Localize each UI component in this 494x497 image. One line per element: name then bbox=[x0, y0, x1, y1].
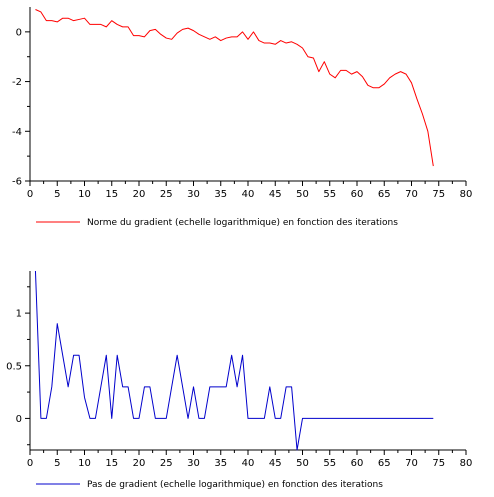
x-tick-label: 50 bbox=[296, 189, 309, 200]
x-tick-label: 10 bbox=[78, 458, 91, 469]
bottom-plot-gradient-step: 0 5 10 15 20 25 30 35 40 45 50 55 60 65 70 75 80 0 0.5 1 Pas… bbox=[6, 270, 473, 490]
x-tick-label: 35 bbox=[214, 189, 227, 200]
x-tick-label: 20 bbox=[133, 189, 146, 200]
x-tick-label: 60 bbox=[351, 189, 364, 200]
y-tick-label: -6 bbox=[12, 177, 22, 188]
x-tick-label: 30 bbox=[187, 458, 200, 469]
top-plot-gradient-norm: 0 5 10 15 20 25 30 35 40 45 50 55 60 65 70 75 80 -6 -4 -2 0 N… bbox=[12, 7, 472, 228]
x-tick-label: 35 bbox=[214, 458, 227, 469]
x-tick-label: 75 bbox=[432, 189, 445, 200]
y-tick-label: -4 bbox=[12, 127, 22, 138]
x-tick-label: 55 bbox=[323, 458, 336, 469]
x-tick-label: 10 bbox=[78, 189, 91, 200]
y-tick-label: 0 bbox=[16, 27, 22, 38]
x-tick-label: 15 bbox=[105, 458, 118, 469]
x-tick-label: 55 bbox=[323, 189, 336, 200]
x-tick-label: 50 bbox=[296, 458, 309, 469]
x-tick-label: 25 bbox=[160, 189, 173, 200]
x-tick-label: 70 bbox=[405, 458, 418, 469]
x-tick-label: 45 bbox=[269, 458, 282, 469]
x-tick-label: 70 bbox=[405, 189, 418, 200]
x-tick-label: 65 bbox=[378, 458, 391, 469]
y-tick-label: -2 bbox=[12, 77, 22, 88]
x-tick-label: 25 bbox=[160, 458, 173, 469]
x-tick-label: 40 bbox=[242, 458, 255, 469]
x-tick-label: 40 bbox=[242, 189, 255, 200]
x-tick-label: 5 bbox=[54, 458, 60, 469]
x-tick-label: 0 bbox=[27, 458, 33, 469]
x-tick-label: 0 bbox=[27, 189, 33, 200]
x-tick-label: 15 bbox=[105, 189, 118, 200]
x-tick-label: 30 bbox=[187, 189, 200, 200]
y-tick-label: 0.5 bbox=[6, 361, 22, 372]
y-tick-label: 0 bbox=[16, 414, 22, 425]
x-tick-label: 75 bbox=[432, 458, 445, 469]
x-tick-label: 80 bbox=[460, 458, 473, 469]
x-tick-label: 20 bbox=[133, 458, 146, 469]
x-tick-label: 80 bbox=[460, 189, 473, 200]
legend-label: Pas de gradient (echelle logarithmique) … bbox=[87, 480, 383, 490]
series-line bbox=[35, 9, 434, 167]
x-tick-label: 45 bbox=[269, 189, 282, 200]
legend-label: Norme du gradient (echelle logarithmique… bbox=[87, 218, 398, 228]
y-tick-label: 1 bbox=[16, 309, 22, 320]
x-tick-label: 5 bbox=[54, 189, 60, 200]
series-line bbox=[34, 270, 434, 451]
x-tick-label: 65 bbox=[378, 189, 391, 200]
x-tick-label: 60 bbox=[351, 458, 364, 469]
